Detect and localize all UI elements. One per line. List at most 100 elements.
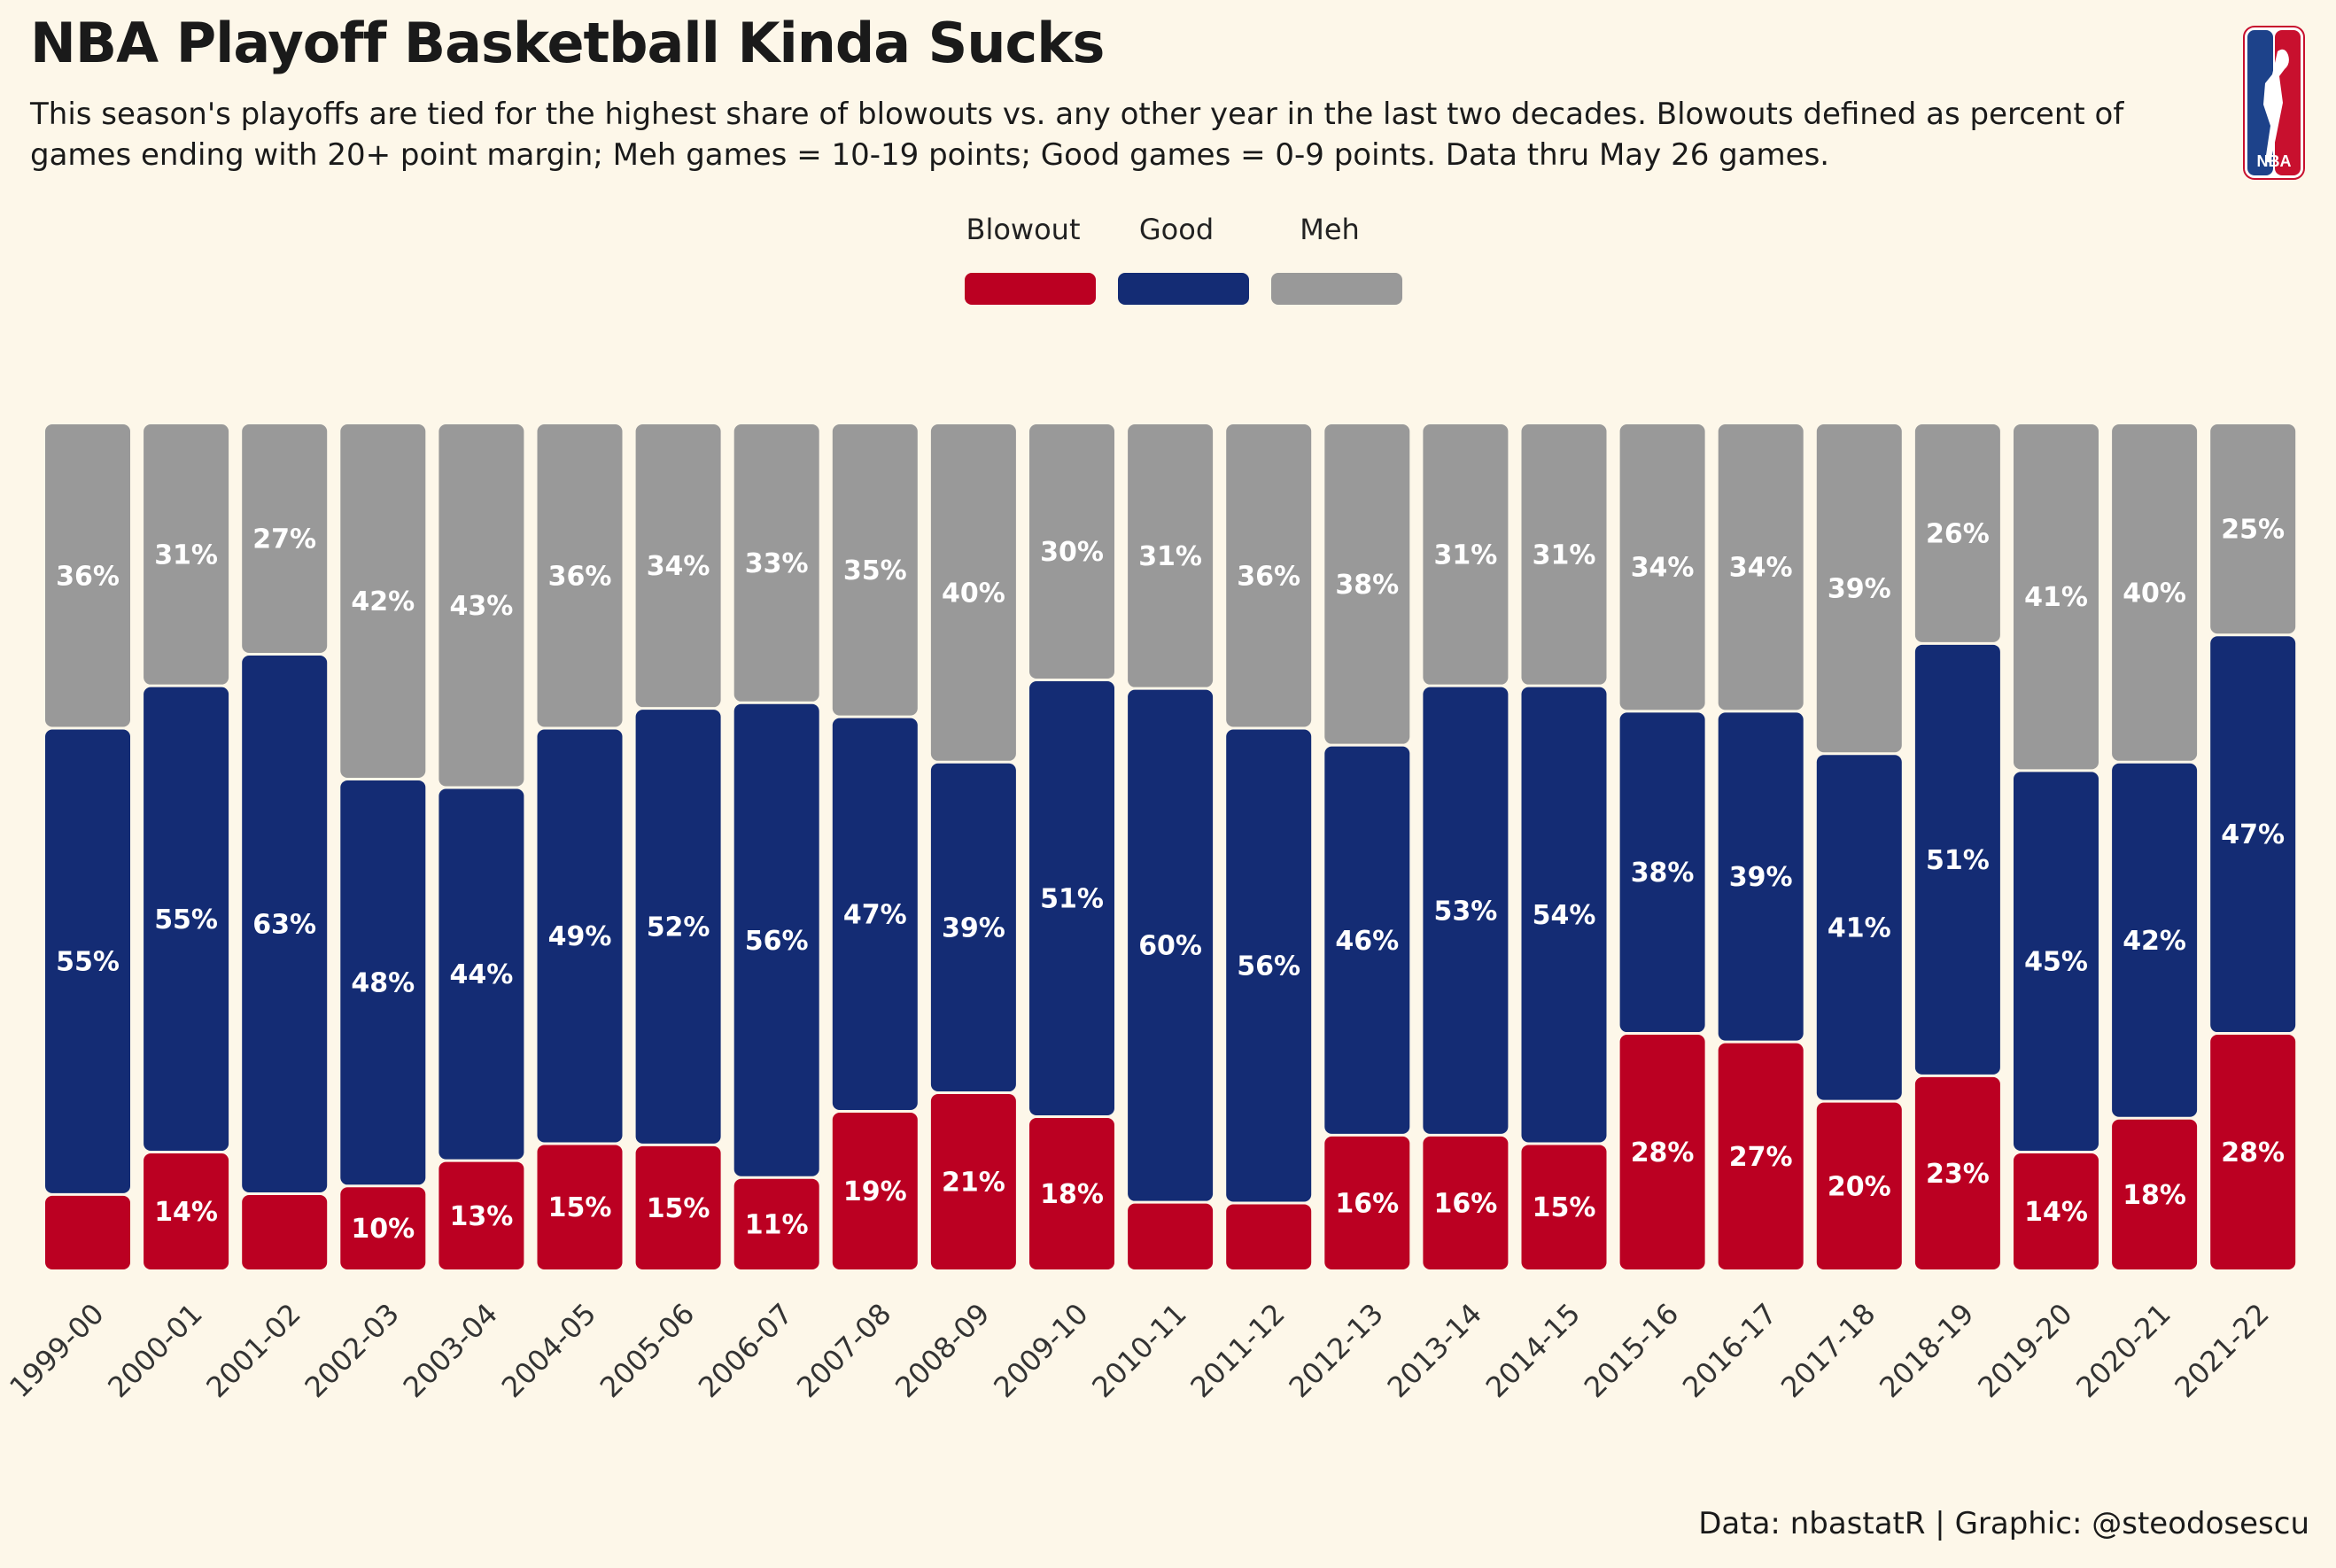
legend-swatch (965, 273, 1096, 305)
bar-meh-2014-15 (1521, 424, 1607, 685)
bar-blowout-2005-06 (635, 1145, 721, 1269)
data-label-blowout: 27% (1729, 1142, 1793, 1173)
chart-legend: Blowout Good Meh (957, 213, 1417, 310)
legend-label: Blowout (966, 213, 1081, 246)
x-tick-label: 2017-18 (1774, 1297, 1882, 1404)
nba-logo-text: NBA (2257, 152, 2292, 170)
chart-title: NBA Playoff Basketball Kinda Sucks (30, 11, 1105, 75)
nba-logo-icon: NBA (2243, 26, 2305, 180)
bar-good-2006-07 (733, 703, 819, 1176)
bar-blowout-2002-03 (340, 1187, 426, 1269)
bar-meh-2007-08 (832, 424, 918, 716)
x-tick-label: 1999-00 (3, 1297, 110, 1404)
data-label-blowout: 21% (942, 1168, 1005, 1199)
data-label-blowout: 20% (1828, 1171, 1891, 1202)
bar-meh-2020-21 (2112, 424, 2198, 761)
x-tick-label: 2016-17 (1676, 1297, 1783, 1404)
bar-meh-2002-03 (340, 424, 426, 778)
bar-blowout-2011-12 (1226, 1204, 1312, 1269)
bar-good-2017-18 (1816, 755, 1902, 1100)
bar-good-2011-12 (1226, 729, 1312, 1202)
data-label-meh: 39% (1828, 574, 1891, 605)
bar-good-2012-13 (1324, 746, 1410, 1134)
bar-meh-2015-16 (1619, 424, 1705, 710)
data-label-good: 44% (449, 959, 513, 990)
bar-good-2004-05 (537, 729, 623, 1143)
bar-blowout-2010-11 (1128, 1203, 1214, 1269)
bar-meh-2005-06 (635, 424, 721, 708)
bar-good-2014-15 (1521, 687, 1607, 1143)
data-label-good: 39% (1729, 862, 1793, 893)
x-tick-label: 2019-20 (1971, 1297, 2078, 1404)
data-label-blowout: 18% (2123, 1180, 2186, 1211)
bar-meh-2008-09 (930, 424, 1016, 761)
bar-meh-2004-05 (537, 424, 623, 727)
data-label-good: 63% (252, 910, 316, 941)
data-label-blowout: 19% (843, 1176, 907, 1207)
data-label-good: 47% (2221, 819, 2285, 850)
bar-good-2000-01 (144, 687, 229, 1152)
data-label-good: 51% (1926, 845, 1990, 876)
bar-good-2002-03 (340, 780, 426, 1185)
data-label-meh: 40% (2123, 578, 2186, 609)
data-label-good: 47% (843, 899, 907, 930)
bar-good-2020-21 (2112, 763, 2198, 1117)
data-label-good: 38% (1631, 858, 1695, 889)
bar-good-2003-04 (438, 788, 524, 1160)
bar-good-2019-20 (2014, 772, 2099, 1152)
data-label-meh: 40% (942, 578, 1005, 609)
x-tick-label: 2021-22 (2168, 1297, 2275, 1404)
x-tick-label: 2001-02 (199, 1297, 307, 1404)
bar-blowout-2009-10 (1029, 1118, 1114, 1269)
data-label-blowout: 16% (1433, 1188, 1497, 1219)
bar-blowout-2016-17 (1718, 1043, 1804, 1269)
data-label-meh: 43% (449, 591, 513, 622)
data-label-blowout: 14% (2024, 1197, 2088, 1228)
bar-meh-2019-20 (2014, 424, 2099, 770)
bar-blowout-2000-01 (144, 1153, 229, 1269)
bar-blowout-2019-20 (2014, 1153, 2099, 1269)
bar-good-2021-22 (2210, 636, 2296, 1033)
x-tick-label: 2004-05 (495, 1297, 602, 1404)
bar-meh-2013-14 (1423, 424, 1509, 685)
data-label-meh: 31% (1433, 539, 1497, 571)
bar-meh-2006-07 (733, 424, 819, 702)
data-label-good: 60% (1138, 931, 1202, 962)
data-label-good: 48% (351, 968, 415, 999)
source-credit: Data: nbastatR | Graphic: @steodosescu (1698, 1506, 2309, 1541)
data-label-good: 46% (1335, 926, 1399, 957)
data-label-meh: 33% (745, 548, 809, 579)
x-tick-label: 2010-11 (1085, 1297, 1192, 1404)
bar-good-2018-19 (1914, 644, 2000, 1075)
x-tick-label: 2002-03 (299, 1297, 406, 1404)
x-tick-label: 2007-08 (790, 1297, 897, 1404)
bar-blowout-2003-04 (438, 1161, 524, 1269)
bar-meh-2003-04 (438, 424, 524, 787)
data-label-meh: 36% (56, 561, 120, 592)
bar-good-2007-08 (832, 718, 918, 1110)
x-tick-label: 2014-15 (1479, 1297, 1587, 1404)
data-label-meh: 41% (2024, 582, 2088, 613)
data-label-blowout: 10% (351, 1214, 415, 1245)
data-label-meh: 31% (154, 539, 218, 571)
bar-meh-2011-12 (1226, 424, 1312, 727)
bar-meh-2000-01 (144, 424, 229, 685)
data-label-meh: 27% (252, 524, 316, 555)
bar-good-1999-00 (45, 729, 130, 1193)
data-label-meh: 31% (1138, 541, 1202, 572)
x-tick-label: 2020-21 (2069, 1297, 2177, 1404)
x-tick-label: 2013-14 (1381, 1297, 1488, 1404)
bar-meh-2010-11 (1128, 424, 1214, 687)
legend-swatch (1118, 273, 1249, 305)
data-label-good: 39% (942, 912, 1005, 943)
bar-good-2013-14 (1423, 687, 1509, 1134)
bar-blowout-2001-02 (242, 1195, 328, 1269)
bar-meh-2018-19 (1914, 424, 2000, 642)
data-label-meh: 31% (1533, 539, 1596, 571)
bar-good-2016-17 (1718, 712, 1804, 1041)
bar-meh-2001-02 (242, 424, 328, 653)
bar-good-2009-10 (1029, 681, 1114, 1115)
bar-blowout-1999-00 (45, 1195, 130, 1269)
bar-good-2010-11 (1128, 689, 1214, 1201)
